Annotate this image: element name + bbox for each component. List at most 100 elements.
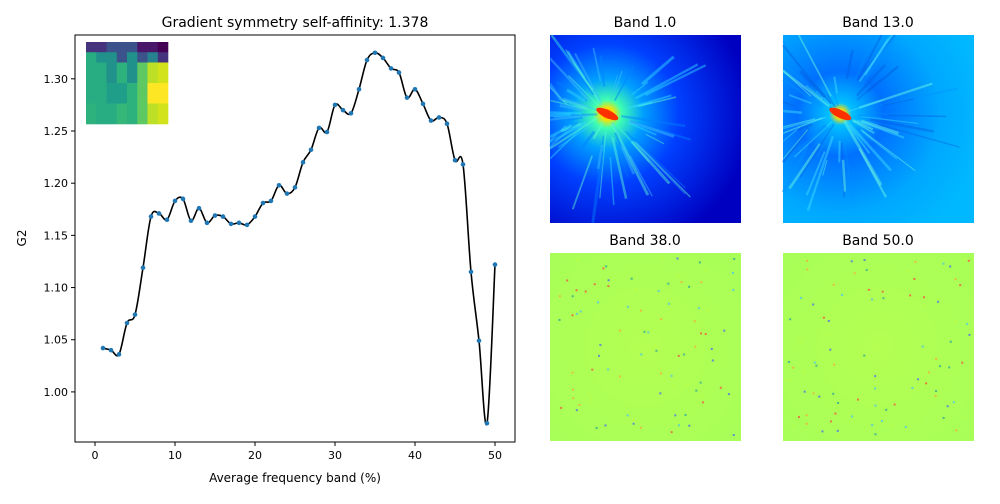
inset-cell	[158, 63, 169, 74]
texture-speck	[968, 334, 970, 336]
inset-cell	[86, 52, 97, 63]
texture-speck	[863, 355, 865, 357]
data-point-3	[117, 352, 122, 357]
texture-speck	[961, 362, 963, 364]
x-tick-label: 20	[248, 449, 262, 462]
texture-speck	[874, 405, 876, 407]
inset-cell	[96, 114, 107, 125]
texture-speck	[935, 395, 937, 397]
texture-speck	[560, 407, 562, 409]
texture-speck	[671, 375, 673, 377]
texture-speck	[585, 291, 587, 293]
inset-cell	[117, 63, 128, 74]
data-point-46	[461, 162, 466, 167]
data-point-45	[453, 158, 458, 163]
data-point-7	[149, 214, 154, 219]
texture-streak	[783, 111, 802, 113]
texture-speck	[949, 265, 951, 267]
texture-speck	[683, 354, 685, 356]
texture-speck	[871, 298, 873, 300]
inset-cell	[137, 104, 148, 115]
texture-streak	[550, 114, 571, 115]
data-point-11	[181, 197, 186, 202]
band-title-3: Band 38.0	[609, 233, 681, 249]
texture-speck	[881, 420, 883, 422]
data-point-37	[389, 66, 394, 71]
texture-speck	[566, 279, 568, 281]
band-image-1: Band 1.0	[550, 15, 741, 223]
texture-speck	[798, 416, 800, 418]
inset-cell	[96, 42, 107, 53]
texture-speck	[708, 310, 710, 312]
data-point-41	[421, 102, 426, 107]
texture-speck	[908, 270, 910, 272]
texture-speck	[602, 267, 604, 269]
data-point-24	[285, 191, 290, 196]
y-tick-label: 1.20	[44, 177, 69, 190]
texture-speck	[800, 341, 802, 343]
texture-speck	[922, 346, 924, 348]
data-point-10	[173, 199, 178, 204]
band-image-2: Band 13.0	[783, 15, 974, 223]
texture-speck	[671, 385, 673, 387]
data-point-25	[293, 185, 298, 190]
texture-speck	[640, 310, 642, 312]
inset-cell	[127, 52, 138, 63]
band-image-4: Band 50.0	[783, 233, 974, 441]
texture-speck	[832, 393, 834, 395]
x-tick-label: 50	[488, 449, 502, 462]
texture-speck	[732, 289, 734, 291]
texture-speck	[576, 409, 578, 411]
inset-cell	[86, 114, 97, 125]
texture-speck	[959, 284, 961, 286]
texture-speck	[966, 323, 968, 325]
data-point-4	[125, 321, 130, 326]
texture-speck	[723, 330, 725, 332]
inset-cell	[86, 83, 97, 94]
texture-speck	[700, 332, 702, 334]
texture-speck	[917, 378, 919, 380]
data-point-31	[341, 108, 346, 113]
band-image-3: Band 38.0	[550, 233, 741, 441]
texture-speck	[911, 387, 913, 389]
data-point-38	[397, 70, 402, 75]
texture-speck	[955, 429, 957, 431]
texture-speck	[712, 360, 714, 362]
texture-speck	[851, 415, 853, 417]
y-tick-label: 1.25	[44, 125, 69, 138]
texture-speck	[813, 392, 815, 394]
data-point-20	[253, 214, 258, 219]
texture-speck	[953, 401, 955, 403]
inset-cell	[96, 104, 107, 115]
inset-cell	[137, 114, 148, 125]
inset-cell	[137, 73, 148, 84]
texture-speck	[660, 373, 662, 375]
texture-speck	[733, 434, 735, 436]
x-tick-label: 40	[408, 449, 422, 462]
texture-speck	[828, 320, 830, 322]
texture-speck	[837, 402, 839, 404]
data-point-12	[189, 218, 194, 223]
texture-speck	[837, 435, 839, 437]
texture-speck	[572, 397, 574, 399]
data-point-42	[429, 118, 434, 123]
texture-speck	[578, 404, 580, 406]
texture-speck	[815, 349, 817, 351]
texture-speck	[635, 288, 637, 290]
texture-speck	[935, 390, 937, 392]
inset-cell	[107, 63, 118, 74]
texture-speck	[830, 420, 832, 422]
inset-cell	[107, 114, 118, 125]
texture-speck	[923, 296, 925, 298]
texture-speck	[720, 387, 722, 389]
texture-speck	[687, 384, 689, 386]
texture-speck	[885, 409, 887, 411]
y-tick-label: 1.00	[44, 386, 69, 399]
inset-cell	[117, 52, 128, 63]
texture-speck	[947, 405, 949, 407]
inset-cell	[86, 42, 97, 53]
texture-speck	[806, 260, 808, 262]
texture-speck	[939, 365, 941, 367]
y-tick-label: 1.10	[44, 282, 69, 295]
